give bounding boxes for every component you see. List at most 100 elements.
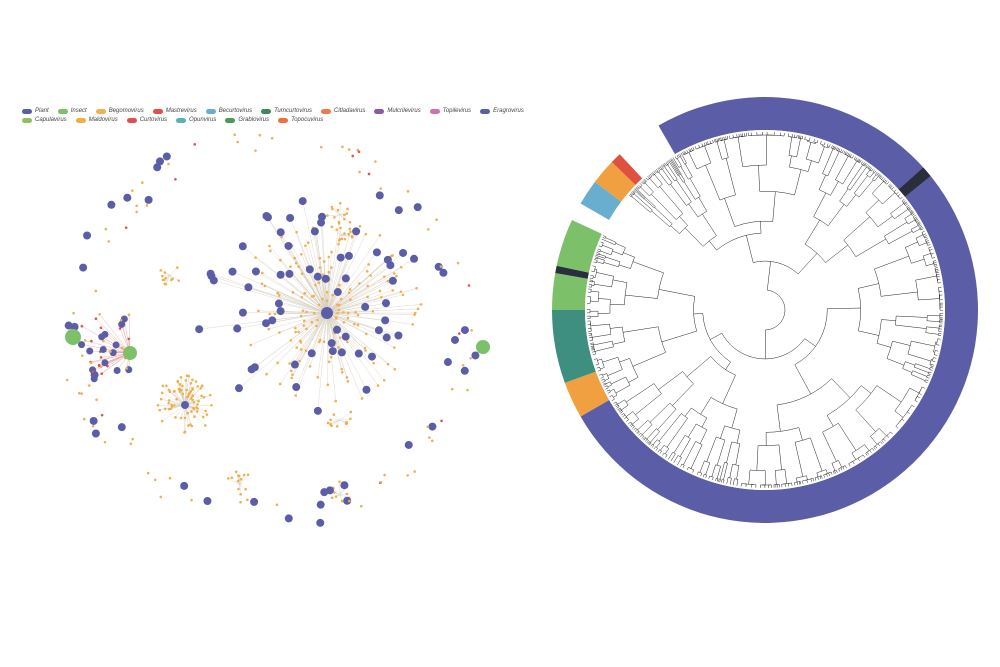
tree-branch: [595, 256, 599, 258]
tree-branch: [875, 174, 877, 176]
virus-node: [145, 204, 149, 207]
tree-branch: [885, 180, 888, 183]
network-edge: [262, 272, 328, 314]
plant-node: [207, 272, 216, 281]
virus-node: [322, 340, 326, 344]
tree-branch: [679, 216, 688, 226]
tree-branch: [915, 234, 924, 239]
virus-node: [329, 355, 333, 359]
network-edge: [314, 231, 328, 314]
tree-branch: [875, 171, 878, 175]
tree-branch: [858, 159, 861, 163]
tree-branch: [619, 358, 630, 363]
tree-branch: [600, 376, 604, 379]
plant-node: [399, 248, 408, 257]
tree-branch: [838, 460, 842, 468]
tree-branch: [865, 453, 868, 456]
tree-branch: [905, 361, 915, 366]
tree-branch: [821, 475, 823, 479]
tree-branch: [890, 203, 904, 214]
tree-branch: [925, 238, 929, 240]
virus-node: [193, 415, 196, 419]
virus-node: [124, 226, 128, 229]
virus-node: [91, 424, 95, 428]
tree-branch: [664, 166, 675, 182]
legend-label: Plant: [35, 108, 49, 114]
network-edge: [331, 226, 341, 236]
legend-label: Eragrovirus: [493, 108, 524, 114]
tree-branch: [897, 194, 901, 197]
virus-node: [426, 228, 430, 231]
network-edge: [326, 255, 350, 314]
tree-branch: [851, 155, 854, 159]
plant-node: [228, 267, 237, 276]
virus-node: [175, 397, 178, 401]
network-edge: [326, 239, 341, 314]
tree-branch: [789, 155, 792, 168]
tree-branch: [625, 294, 658, 299]
tree-branch: [748, 469, 751, 485]
plant-node: [244, 283, 253, 292]
virus-node: [341, 145, 344, 149]
plant-node: [394, 331, 403, 340]
tree-branch: [661, 330, 697, 343]
tree-branch: [716, 439, 726, 466]
tree-branch: [674, 156, 677, 160]
tree-branch: [872, 169, 875, 173]
tree-branch: [872, 171, 875, 174]
virus-node: [349, 298, 352, 302]
network-edge: [326, 312, 348, 378]
virus-node: [376, 384, 380, 387]
virus-node: [330, 225, 334, 229]
tree-branch: [625, 383, 655, 403]
tree-branch: [643, 437, 646, 441]
tree-branch: [705, 474, 707, 478]
tree-branch: [910, 210, 913, 213]
host-virus-network: [64, 133, 490, 527]
virus-node: [94, 317, 98, 321]
host-ring-segment: [564, 371, 610, 417]
plant-node: [313, 272, 322, 281]
virus-node: [294, 330, 297, 334]
virus-node: [176, 379, 180, 383]
network-edge: [320, 222, 328, 314]
tree-branch: [930, 365, 934, 368]
tree-branch: [601, 359, 605, 368]
tree-branch: [649, 402, 670, 423]
tree-branch: [834, 470, 836, 474]
network-edge: [333, 487, 341, 496]
network-edge: [94, 352, 131, 379]
legend-label: Insect: [70, 108, 87, 114]
tree-branch: [650, 431, 660, 443]
tree-branch: [659, 451, 662, 454]
tree-branch: [611, 376, 626, 385]
virus-node: [100, 372, 104, 375]
tree-branch: [918, 224, 922, 227]
tree-branch: [905, 241, 918, 248]
network-edge: [280, 312, 328, 385]
tree-branch: [599, 373, 603, 376]
tree-branch: [664, 162, 667, 166]
plant-node: [251, 267, 260, 276]
virus-node: [312, 294, 316, 298]
tree-branch: [830, 471, 833, 475]
virus-node: [318, 338, 322, 342]
virus-node: [316, 318, 319, 322]
tree-branch: [610, 326, 623, 329]
virus-node: [337, 346, 340, 349]
tree-branch: [604, 378, 609, 381]
tree-branch: [914, 400, 918, 403]
virus-node: [190, 410, 193, 413]
plant-node: [337, 348, 346, 357]
tree-branch: [601, 378, 605, 381]
virus-node: [297, 265, 300, 268]
tree-branch: [851, 452, 857, 460]
tree-branch: [839, 188, 849, 202]
tree-branch: [842, 466, 845, 470]
virus-node: [234, 470, 238, 474]
virus-node: [339, 297, 343, 301]
host-ring-segment: [580, 181, 622, 220]
tree-branch: [611, 398, 615, 401]
tree-branch: [734, 220, 773, 227]
virus-node: [467, 284, 471, 287]
